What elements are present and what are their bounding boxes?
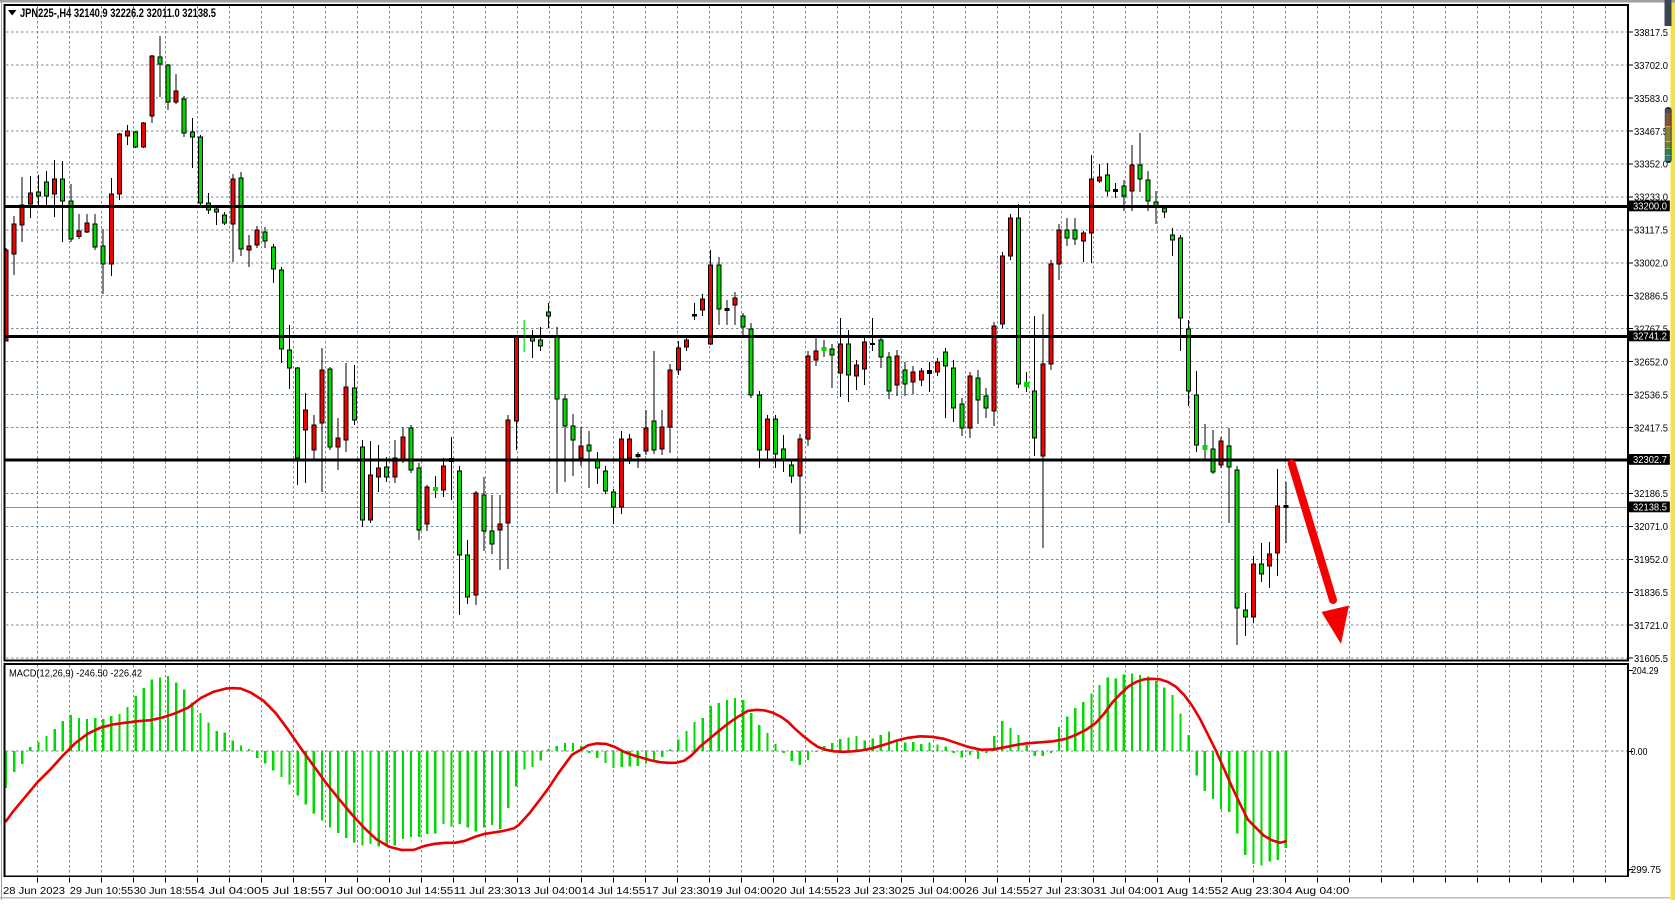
svg-text:204.29: 204.29 [1632,665,1659,677]
svg-text:27 Jul 23:30: 27 Jul 23:30 [1030,885,1094,897]
svg-text:33002.0: 33002.0 [1634,258,1668,270]
svg-text:32138.5: 32138.5 [1633,502,1667,514]
svg-text:33117.5: 33117.5 [1634,225,1668,237]
svg-text:33583.0: 33583.0 [1634,93,1668,105]
svg-text:30 Jun 18:55: 30 Jun 18:55 [134,885,198,897]
svg-text:31605.5: 31605.5 [1634,653,1668,665]
svg-text:25 Jul 04:00: 25 Jul 04:00 [902,885,966,897]
svg-text:26 Jul 14:55: 26 Jul 14:55 [966,885,1030,897]
svg-text:33352.0: 33352.0 [1634,159,1668,171]
svg-text:32302.7: 32302.7 [1633,454,1667,466]
svg-text:MACD(12,26,9) -246.50 -226.42: MACD(12,26,9) -246.50 -226.42 [9,668,142,680]
svg-text:11 Jul 23:30: 11 Jul 23:30 [454,885,518,897]
svg-text:31721.0: 31721.0 [1634,620,1668,632]
svg-text:14 Jul 14:55: 14 Jul 14:55 [582,885,646,897]
svg-text:33200.0: 33200.0 [1633,201,1667,213]
svg-text:33467.5: 33467.5 [1634,126,1668,138]
svg-text:32652.0: 32652.0 [1634,356,1668,368]
svg-text:20 Jul 14:55: 20 Jul 14:55 [774,885,838,897]
svg-text:13 Jul 04:00: 13 Jul 04:00 [518,885,582,897]
svg-text:JPN225-,H4 32140.9 32226.2 32: JPN225-,H4 32140.9 32226.2 32011.0 32138… [20,6,216,20]
svg-text:32741.2: 32741.2 [1633,331,1667,343]
svg-text:4 Aug 04:00: 4 Aug 04:00 [1286,885,1350,897]
svg-text:31836.5: 31836.5 [1634,587,1668,599]
svg-text:33702.0: 33702.0 [1634,60,1668,72]
svg-text:1 Aug 14:55: 1 Aug 14:55 [1158,885,1222,897]
svg-text:19 Jul 04:00: 19 Jul 04:00 [710,885,774,897]
svg-text:32186.5: 32186.5 [1634,488,1668,500]
svg-text:32536.5: 32536.5 [1634,389,1668,401]
svg-text:32886.5: 32886.5 [1634,291,1668,303]
svg-text:10 Jul 14:55: 10 Jul 14:55 [390,885,454,897]
svg-text:32071.0: 32071.0 [1634,521,1668,533]
svg-text:23 Jul 23:30: 23 Jul 23:30 [838,885,902,897]
svg-text:28 Jun 2023: 28 Jun 2023 [3,885,65,897]
svg-text:17 Jul 23:30: 17 Jul 23:30 [646,885,710,897]
svg-text:4 Jul 04:00: 4 Jul 04:00 [198,885,262,897]
svg-text:7 Jul 00:00: 7 Jul 00:00 [326,885,390,897]
svg-text:0.00: 0.00 [1631,746,1648,758]
svg-text:31952.0: 31952.0 [1634,554,1668,566]
svg-text:5 Jul 18:55: 5 Jul 18:55 [262,885,326,897]
svg-text:33817.5: 33817.5 [1634,27,1668,39]
svg-text:32417.5: 32417.5 [1634,422,1668,434]
svg-text:-299.75: -299.75 [1628,864,1662,876]
svg-text:29 Jun 10:55: 29 Jun 10:55 [70,885,134,897]
svg-text:2 Aug 23:30: 2 Aug 23:30 [1222,885,1286,897]
svg-text:31 Jul 04:00: 31 Jul 04:00 [1094,885,1158,897]
